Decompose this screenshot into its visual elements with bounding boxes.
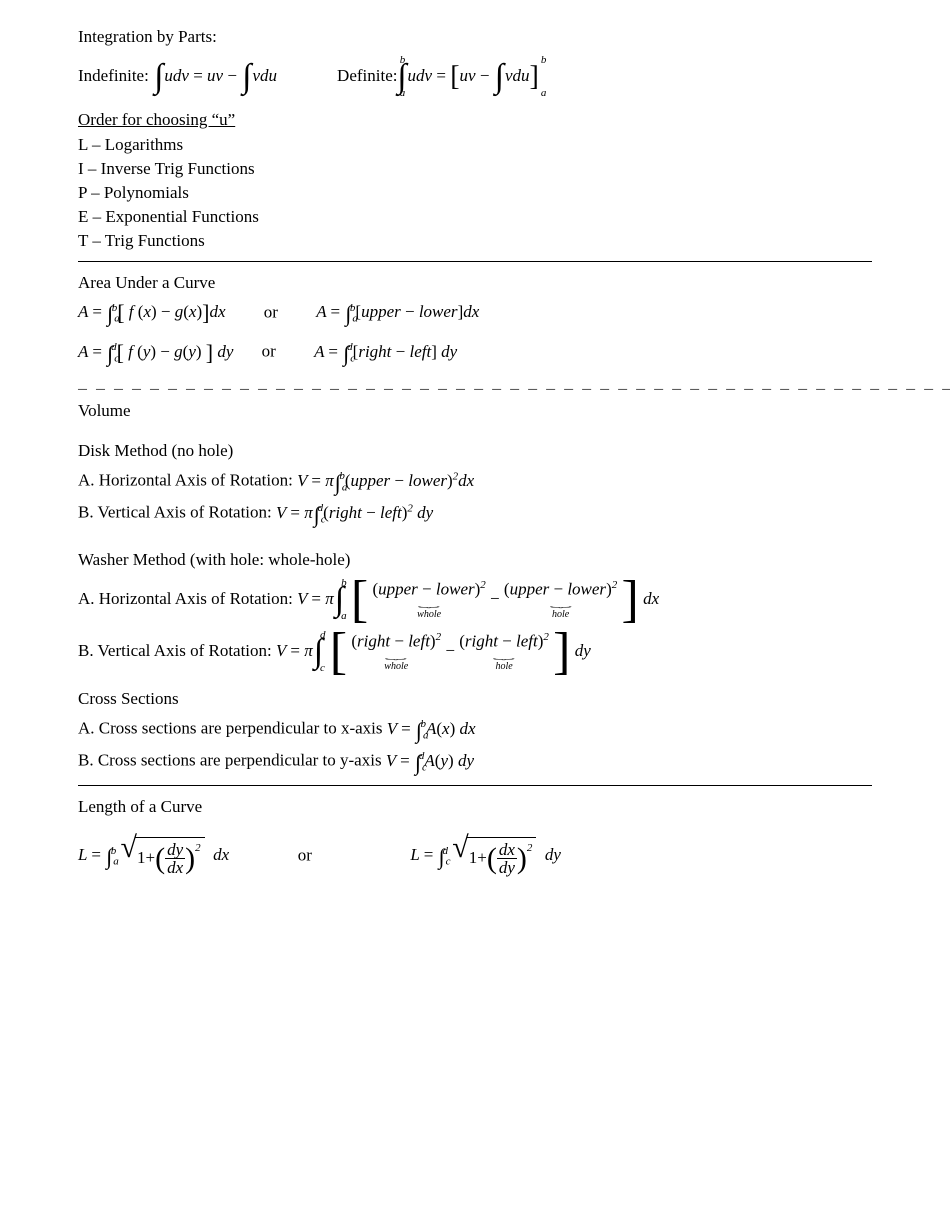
area-title: Area Under a Curve [78, 272, 872, 295]
ibp-def-label: Definite: [337, 66, 397, 85]
disk-title: Disk Method (no hole) [78, 440, 872, 463]
or-1: or [264, 302, 278, 321]
area-row-dy: A = ∫cd[ f (y) − g(y) ] dy or A = ∫cd[ri… [78, 340, 872, 366]
ibp-order-list: L – Logarithms I – Inverse Trig Function… [78, 134, 872, 253]
ibp-I: I – Inverse Trig Functions [78, 158, 872, 181]
disk-h: A. Horizontal Axis of Rotation: V = π∫ab… [78, 469, 872, 495]
washer-v-label: B. Vertical Axis of Rotation: [78, 641, 272, 660]
arc-or: or [298, 845, 312, 864]
or-2: or [262, 342, 276, 361]
volume-title: Volume [78, 400, 872, 423]
cs-b: B. Cross sections are perpendicular to y… [78, 749, 872, 775]
divider-2 [78, 785, 872, 786]
ibp-T: T – Trig Functions [78, 230, 872, 253]
tag-whole-2: whole [384, 662, 408, 672]
ibp-L: L – Logarithms [78, 134, 872, 157]
ibp-def: Definite: ba∫udv = [uv − ∫vdu]ba [337, 55, 546, 99]
ibp-title: Integration by Parts: [78, 26, 872, 49]
ibp-P: P – Polynomials [78, 182, 872, 205]
cs-title: Cross Sections [78, 688, 872, 711]
tag-hole-1: hole [552, 610, 569, 620]
disk-v: B. Vertical Axis of Rotation: V = π∫cd(r… [78, 501, 872, 527]
tag-hole-2: hole [495, 662, 512, 672]
disk-h-label: A. Horizontal Axis of Rotation: [78, 471, 293, 490]
area-row-dx: A = ∫ab[ f (x) − g(x)]dx or A = ∫ab[uppe… [78, 301, 872, 327]
washer-h: A. Horizontal Axis of Rotation: V = π∫ba… [78, 578, 872, 622]
arc-title: Length of a Curve [78, 796, 872, 819]
ibp-formulas: Indefinite: ∫udv = uv − ∫vdu Definite: b… [78, 55, 872, 99]
ibp-order-title: Order for choosing “u” [78, 109, 872, 132]
washer-v: B. Vertical Axis of Rotation: V = π∫dc [… [78, 630, 872, 674]
dash-divider: _ _ _ _ _ _ _ _ _ _ _ _ _ _ _ _ _ _ _ _ … [78, 372, 872, 395]
divider [78, 261, 872, 262]
ibp-indef-label: Indefinite: [78, 66, 149, 85]
cs-a-label: A. Cross sections are perpendicular to x… [78, 719, 383, 738]
ibp-E: E – Exponential Functions [78, 206, 872, 229]
cs-a: A. Cross sections are perpendicular to x… [78, 717, 872, 743]
washer-title: Washer Method (with hole: whole-hole) [78, 549, 872, 572]
arc-row: L = ∫ab √1+(dydx)2 dx or L = ∫cd √1+(dxd… [78, 837, 872, 877]
ibp-indef: Indefinite: ∫udv = uv − ∫vdu [78, 62, 277, 93]
tag-whole-1: whole [417, 610, 441, 620]
disk-v-label: B. Vertical Axis of Rotation: [78, 503, 272, 522]
washer-h-label: A. Horizontal Axis of Rotation: [78, 589, 293, 608]
cs-b-label: B. Cross sections are perpendicular to y… [78, 751, 382, 770]
